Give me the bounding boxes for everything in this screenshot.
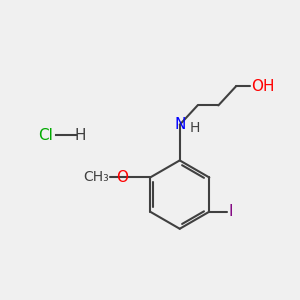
Text: Cl: Cl [38,128,53,142]
Text: N: N [174,117,185,132]
Text: OH: OH [251,79,274,94]
Text: O: O [116,170,128,185]
Text: H: H [74,128,86,142]
Text: I: I [229,204,233,219]
Text: H: H [190,121,200,135]
Text: CH₃: CH₃ [83,170,109,184]
